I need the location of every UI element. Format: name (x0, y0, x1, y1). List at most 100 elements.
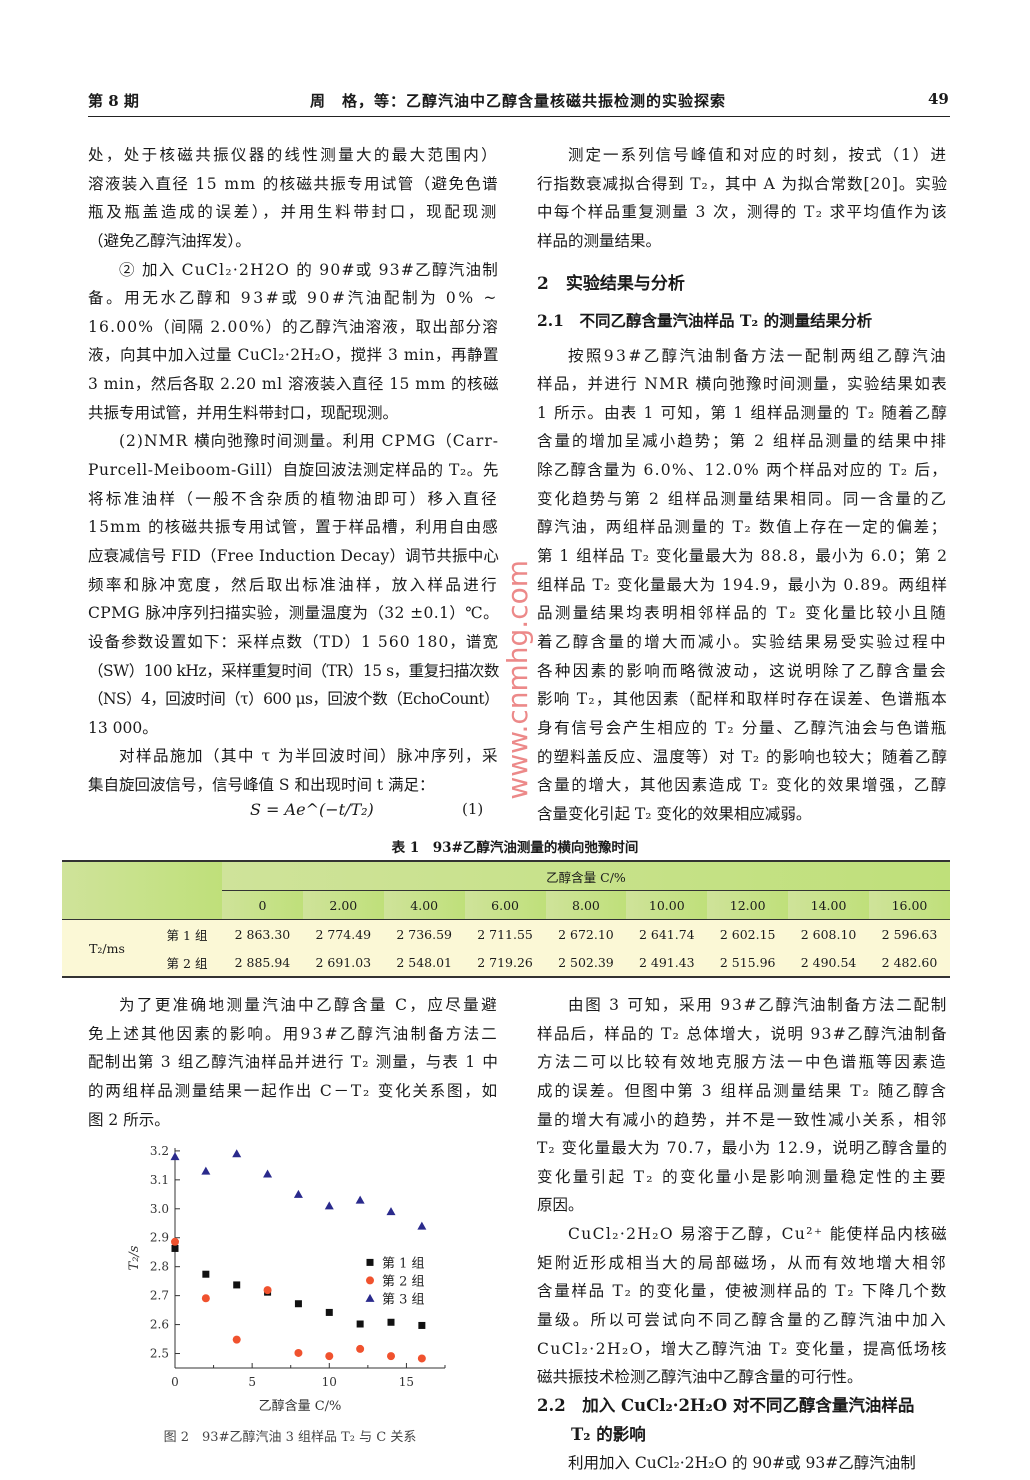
legend-marker-series-3 (365, 1293, 375, 1302)
text-line-content: 变化趋势与第 2 组样品测量结果相同。同一含量的乙 (537, 489, 948, 508)
table-cell: 2 596.63 (869, 919, 950, 948)
text-line-content: 矩附近形成相当大的局部磁场，从而有效地增大相邻 (537, 1253, 948, 1272)
text-line: 除乙醇含量为 6.0%、12.0% 两个样品对应的 T₂ 后， (537, 456, 949, 485)
table-cell: 2 691.03 (302, 948, 384, 978)
text-line: （NS）4，回波时间（τ）600 μs，回波个数（EchoCount） (88, 685, 500, 714)
text-line: 对样品施加（其中 τ 为半回波时间）脉冲序列，采 (88, 742, 500, 771)
scatter-chart: 0 5 10 15 2.5 2.6 2.7 2.8 2.9 3.0 3.1 3.2 乙醇含量 C/% T₂… (127, 1144, 446, 1414)
text-line: 含量的增加呈减小趋势；第 2 组样品测量的结果中排 (537, 427, 949, 456)
table-cell: 2 502.39 (545, 948, 627, 978)
text-line-content: 样品的测量结果。 (537, 231, 662, 250)
table-cell: 2 719.26 (464, 948, 546, 978)
table-group-header: 乙醇含量 C/% (222, 860, 950, 891)
text-line-content: 的两组样品测量结果一起作出 C－T₂ 变化关系图，如 (88, 1081, 499, 1100)
text-line: 身有信号会产生相应的 T₂ 分量、乙醇汽油会与色谱瓶 (537, 714, 949, 743)
table-cell: 2 490.54 (788, 948, 869, 978)
y-tick-label: 3.2 (150, 1144, 169, 1158)
text-line-content: 3 min，然后各取 2.20 ml 溶液装入直径 15 mm 的核磁 (88, 375, 499, 394)
data-point-series-3 (263, 1169, 273, 1178)
text-line: 瓶及瓶盖造成的误差），并用生料带封口，现配现测 (88, 198, 500, 227)
column-header: 2.00 (302, 890, 384, 920)
text-line: 矩附近形成相当大的局部磁场，从而有效地增大相邻 (537, 1249, 949, 1278)
data-point-series-3 (386, 1207, 396, 1216)
data-point-series-1 (294, 1300, 302, 1308)
text-line: 样品后，样品的 T₂ 总体增大，说明 93#乙醇汽油制备 (537, 1020, 949, 1049)
left-column-bottom: 为了更准确地测量汽油中乙醇含量 C，应尽量避免上述其他因素的影响。用93#乙醇汽… (88, 991, 500, 1134)
text-line: 1 所示。由表 1 可知，第 1 组样品测量的 T₂ 随着乙醇 (537, 399, 949, 428)
text-line-content: 含量变化引起 T₂ 变化的效果相应减弱。 (537, 804, 812, 823)
text-line: 第 1 组样品 T₂ 变化量最大为 88.8，最小为 6.0；第 2 (537, 542, 949, 571)
data-point-series-2 (263, 1286, 272, 1295)
data-point-series-2 (325, 1352, 334, 1361)
text-line-content: 15mm 的核磁共振专用试管，置于样品槽，利用自由感 (88, 518, 499, 537)
text-line-content: 溶液装入直径 15 mm 的核磁共振专用试管（避免色谱 (88, 174, 499, 193)
row-label: 第 2 组 (152, 948, 222, 978)
data-point-series-1 (387, 1318, 395, 1326)
text-line-content: 品测量结果均表明相邻样品的 T₂ 变化量比较小且随 (537, 604, 948, 623)
text-line-content: 变化量引起 T₂ 的变化量小是影响测量稳定性的主要 (537, 1167, 948, 1186)
column-header: 4.00 (383, 890, 465, 920)
data-table: 乙醇含量 C/% 0 2.00 4.00 6.00 8.00 10.00 12.00 14.0… (62, 860, 950, 978)
equation-number: (1) (462, 800, 484, 818)
data-point-series-2 (417, 1354, 426, 1363)
text-line-content: 备。用无水乙醇和 93#或 90#汽油配制为 0% ~ (88, 289, 499, 308)
text-line: 频率和脉冲宽度，然后取出标准油样，放入样品进行 (88, 571, 500, 600)
data-point-series-2 (294, 1348, 303, 1357)
row-group-label: T₂/ms (62, 919, 152, 978)
text-line-content: 原因。 (537, 1196, 584, 1215)
text-line: 利用加入 CuCl₂·2H₂O 的 90#或 93#乙醇汽油制 (537, 1449, 949, 1478)
text-line: 由图 3 可知，采用 93#乙醇汽油制备方法二配制 (537, 991, 949, 1020)
column-header: 14.00 (788, 890, 869, 920)
text-line-content: 样品，并进行 NMR 横向弛豫时间测量，实验结果如表 (537, 375, 948, 394)
text-line-content: 的塑料盖反应、温度等）对 T₂ 的影响也较大；随着乙醇 (537, 747, 948, 766)
section-heading-2-1: 2.1 不同乙醇含量汽油样品 T₂ 的测量结果分析 (537, 299, 949, 342)
y-tick-label: 2.5 (150, 1347, 169, 1361)
y-tick-label: 3.0 (150, 1202, 169, 1216)
legend-marker-series-1 (366, 1258, 374, 1266)
data-point-series-3 (232, 1149, 242, 1158)
y-tick-label: 2.8 (150, 1260, 169, 1274)
column-header: 10.00 (626, 890, 708, 920)
x-tick-label: 5 (248, 1375, 256, 1389)
text-line-content: 利用加入 CuCl₂·2H₂O 的 90#或 93#乙醇汽油制 (568, 1454, 916, 1473)
text-line: 成的误差。但图中第 3 组样品测量结果 T₂ 随乙醇含 (537, 1077, 949, 1106)
text-line: 变化趋势与第 2 组样品测量结果相同。同一含量的乙 (537, 485, 949, 514)
section-heading-2-text: 2 实验结果与分析 (537, 273, 685, 294)
text-line-content: T₂ 变化量最大为 70.7，最小为 12.9，说明乙醇含量的 (537, 1139, 948, 1158)
text-line: 15mm 的核磁共振专用试管，置于样品槽，利用自由感 (88, 513, 500, 542)
text-line: CuCl₂·2H₂O，增大乙醇汽油 T₂ 变化量，提高低场核 (537, 1335, 949, 1364)
text-line-content: 为了更准确地测量汽油中乙醇含量 C，应尽量避 (119, 996, 499, 1014)
data-point-series-1 (171, 1244, 179, 1252)
text-line-content: 设备参数设置如下：采样点数（TD）1 560 180，谱宽 (88, 632, 499, 651)
section-heading-2-2: 2.2 加入 CuCl₂·2H₂O 对不同乙醇含量汽油样品 (537, 1392, 949, 1421)
data-point-series-1 (418, 1321, 426, 1329)
table-cell: 2 774.49 (302, 919, 384, 948)
text-line: 含量的增大，其他因素造成 T₂ 变化的效果增强，乙醇 (537, 771, 949, 800)
figure-caption: 图 2 93#乙醇汽油 3 组样品 T₂ 与 C 关系 (163, 1430, 417, 1445)
legend-label: 第 3 组 (382, 1292, 425, 1307)
section-heading-2-2-text: 2.2 加入 CuCl₂·2H₂O 对不同乙醇含量汽油样品 (537, 1395, 915, 1415)
text-line-content: 配制出第 3 组乙醇汽油样品并进行 T₂ 测量，与表 1 中 (88, 1053, 499, 1072)
text-line-content: 各种因素的影响而略微波动，这说明除了乙醇含量会 (537, 661, 948, 680)
text-line-content: 磁共振技术检测乙醇汽油中乙醇含量的可行性。 (537, 1368, 863, 1387)
text-line: 的两组样品测量结果一起作出 C－T₂ 变化关系图，如 (88, 1077, 500, 1106)
text-line: 样品的测量结果。 (537, 227, 949, 256)
text-line-content: 样品后，样品的 T₂ 总体增大，说明 93#乙醇汽油制备 (537, 1024, 948, 1043)
text-line: 按照93#乙醇汽油制备方法一配制两组乙醇汽油 (537, 342, 949, 371)
text-line: 将标准油样（一般不含杂质的植物油即可）移入直径 (88, 485, 500, 514)
text-line-content: 第 1 组样品 T₂ 变化量最大为 88.8，最小为 6.0；第 2 (537, 547, 948, 566)
data-point-series-3 (324, 1201, 334, 1210)
data-point-series-1 (233, 1281, 241, 1289)
table-corner (62, 860, 222, 891)
text-line: CuCl₂·2H₂O 易溶于乙醇，Cu²⁺ 能使样品内核磁 (537, 1220, 949, 1249)
row-label: 第 1 组 (152, 919, 222, 948)
text-line-content: 按照93#乙醇汽油制备方法一配制两组乙醇汽油 (568, 346, 948, 365)
text-line: 免上述其他因素的影响。用93#乙醇汽油制备方法二 (88, 1020, 500, 1049)
column-header: 0 (222, 890, 303, 920)
text-line-content: 影响 T₂，其他因素（配样和取样时存在误差、色谱瓶本 (537, 690, 948, 709)
y-tick-label: 2.9 (150, 1231, 169, 1245)
header-rule (88, 116, 950, 117)
text-line: 设备参数设置如下：采样点数（TD）1 560 180，谱宽 (88, 628, 500, 657)
text-line-content: 中每个样品重复测量 3 次，测得的 T₂ 求平均值作为该 (537, 203, 948, 222)
text-line-content: 1 所示。由表 1 可知，第 1 组样品测量的 T₂ 随着乙醇 (537, 403, 948, 422)
